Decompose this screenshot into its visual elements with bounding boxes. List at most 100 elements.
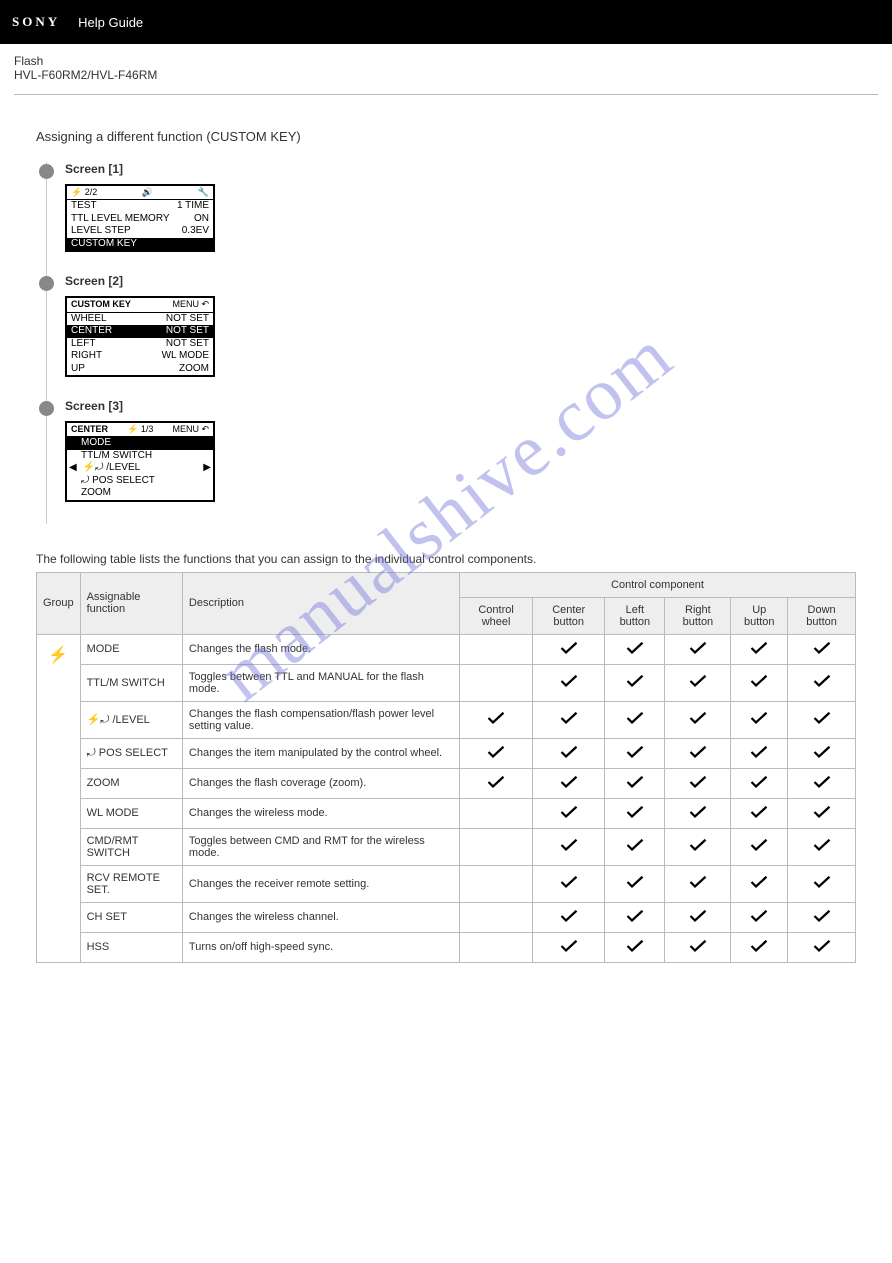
lcd-row-key: ⚡⤾ /LEVEL [77,462,204,475]
cell-right [665,768,731,798]
cell-right [665,664,731,701]
check-icon [689,939,707,953]
check-icon [689,711,707,725]
cell-down [788,902,856,932]
cell-up [731,664,788,701]
cell-up [731,932,788,962]
cell-center [533,865,605,902]
lcd-row-key: ZOOM [81,487,111,500]
lcd-row-key: LEVEL STEP [71,225,131,238]
cell-func: CMD/RMT SWITCH [80,828,182,865]
check-icon [813,939,831,953]
cell-right [665,902,731,932]
check-icon [626,909,644,923]
cell-down [788,828,856,865]
cell-wheel [460,634,533,664]
check-icon [560,775,578,789]
cell-left [605,798,665,828]
cell-down [788,634,856,664]
brand-logo: SONY [12,14,60,30]
cell-wheel [460,865,533,902]
lcd-top-right: 🔧 [198,187,209,198]
cell-wheel [460,902,533,932]
cell-desc: Toggles between TTL and MANUAL for the f… [182,664,459,701]
content-area: Assigning a different function (CUSTOM K… [0,95,892,993]
th-group: Group [37,572,81,634]
cell-up [731,701,788,738]
cell-down [788,738,856,768]
check-icon [813,875,831,889]
lcd-row-key: LEFT [71,338,95,351]
lcd-top-left: CENTER [71,424,108,435]
cell-center [533,701,605,738]
steps-list: Screen [1] ⚡ 2/2 🔊 🔧 TEST1 TIME TTL LEVE… [46,162,856,524]
lcd-row-val: NOT SET [166,325,209,338]
th-func: Assignable function [80,572,182,634]
table-row: ⤾ POS SELECTChanges the item manipulated… [37,738,856,768]
lcd-row-key: TTL/M SWITCH [81,450,152,463]
step-dot-icon [39,276,54,291]
lcd-top-right: MENU ↶ [172,424,209,435]
product-category: Flash [14,54,878,68]
cell-desc: Changes the receiver remote setting. [182,865,459,902]
feature-table-body: ⚡MODEChanges the flash mode.TTL/M SWITCH… [37,634,856,962]
lcd-row-val: 1 TIME [177,200,209,213]
cell-center [533,798,605,828]
cell-right [665,828,731,865]
cell-desc: Changes the flash coverage (zoom). [182,768,459,798]
lcd-row-val: NOT SET [166,313,209,326]
lcd-screenshot-2: CUSTOM KEY MENU ↶ WHEELNOT SET CENTERNOT… [65,296,215,377]
check-icon [750,711,768,725]
check-icon [626,674,644,688]
check-icon [689,838,707,852]
lcd-top-left: CUSTOM KEY [71,299,131,310]
step-dot-icon [39,164,54,179]
th-control-component: Control component [460,572,856,597]
lcd-row-key: ⤾ POS SELECT [81,475,155,488]
check-icon [626,711,644,725]
cell-up [731,738,788,768]
check-icon [626,838,644,852]
cell-up [731,865,788,902]
cell-wheel [460,768,533,798]
cell-left [605,634,665,664]
cell-center [533,664,605,701]
cell-center [533,768,605,798]
check-icon [487,745,505,759]
cell-wheel [460,701,533,738]
check-icon [813,909,831,923]
cell-desc: Changes the item manipulated by the cont… [182,738,459,768]
feature-table: Group Assignable function Description Co… [36,572,856,963]
cell-left [605,932,665,962]
check-icon [813,805,831,819]
lcd-row-val: ZOOM [179,363,209,376]
cell-left [605,865,665,902]
right-arrow-icon: ▶ [203,462,211,475]
lcd-row-key: TTL LEVEL MEMORY [71,213,170,226]
cell-func: WL MODE [80,798,182,828]
lcd-screenshot-1: ⚡ 2/2 🔊 🔧 TEST1 TIME TTL LEVEL MEMORYON … [65,184,215,252]
cell-down [788,932,856,962]
cell-center [533,634,605,664]
cell-up [731,828,788,865]
check-icon [626,641,644,655]
lcd-row-key: RIGHT [71,350,102,363]
check-icon [750,909,768,923]
cell-down [788,798,856,828]
cell-wheel [460,828,533,865]
check-icon [689,775,707,789]
product-block: Flash HVL-F60RM2/HVL-F46RM [0,44,892,94]
check-icon [750,939,768,953]
step-3: Screen [3] CENTER ⚡ 1/3 MENU ↶ MODE TTL/… [47,399,856,524]
check-icon [750,674,768,688]
check-icon [750,805,768,819]
table-row: HSSTurns on/off high-speed sync. [37,932,856,962]
cell-left [605,828,665,865]
lcd-top-right: MENU ↶ [172,299,209,310]
cell-left [605,902,665,932]
cell-func: ⚡⤾ /LEVEL [80,701,182,738]
check-icon [813,674,831,688]
cell-func: RCV REMOTE SET. [80,865,182,902]
left-arrow-icon: ◀ [69,462,77,475]
table-row: WL MODEChanges the wireless mode. [37,798,856,828]
